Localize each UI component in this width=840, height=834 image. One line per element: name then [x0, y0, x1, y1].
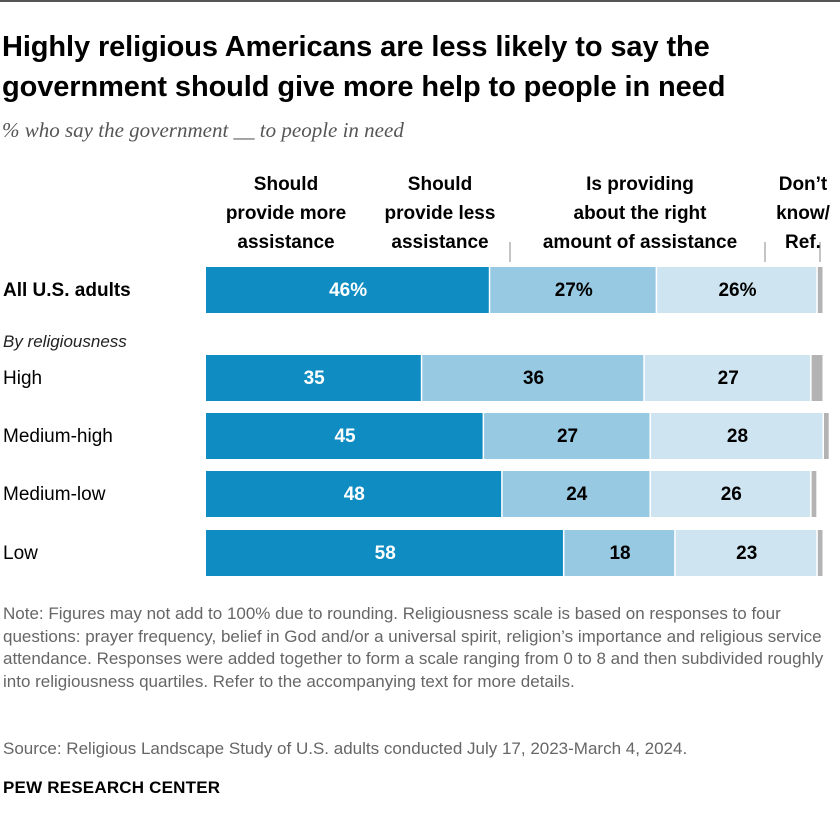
data-label-3-series-2: 27	[557, 426, 578, 447]
legend-label-4-line-1: Don’t	[779, 174, 828, 195]
data-label-5-series-2: 18	[609, 543, 630, 564]
legend-label-4-line-2: know/	[776, 203, 831, 224]
data-label-5-series-3: 23	[736, 543, 757, 564]
data-label-3-series-3: 28	[727, 426, 748, 447]
bar-1-series-1	[206, 267, 489, 313]
data-label-1-series-2: 27%	[555, 280, 593, 301]
data-label-4-series-1: 48	[344, 484, 365, 505]
stacked-bar-chart: Should provide more assistance Should provid…	[3, 174, 831, 576]
category-label-2: High	[3, 368, 42, 389]
legend-label-1-line-2: provide more	[226, 203, 346, 224]
bar-1-series-3	[657, 267, 817, 313]
data-label-2-series-2: 36	[523, 368, 544, 389]
bar-3-series-2	[484, 413, 650, 459]
data-label-4-series-3: 26	[721, 484, 742, 505]
legend-label-3-line-3: amount of assistance	[543, 232, 737, 253]
bar-2-series-2	[422, 355, 644, 401]
data-label-1-series-1: 46%	[329, 280, 367, 301]
bar-4-series-1	[206, 471, 502, 517]
chart-title: Highly religious Americans are less like…	[2, 31, 726, 103]
bar-5-series-3	[675, 530, 817, 576]
data-label-2-series-3: 27	[718, 368, 739, 389]
legend-label-2-line-2: provide less	[385, 203, 496, 224]
legend-label-3-line-2: about the right	[574, 203, 708, 224]
bar-5-series-2	[564, 530, 675, 576]
category-label-4: Medium-low	[3, 484, 106, 505]
bar-2-series-4	[811, 355, 823, 401]
bar-3-series-1	[206, 413, 483, 459]
chart-note: Note: Figures may not add to 100% due to…	[3, 604, 824, 691]
bar-5-series-1	[206, 530, 563, 576]
bar-4-series-2	[502, 471, 650, 517]
data-label-5-series-1: 58	[375, 543, 396, 564]
bar-1-series-4	[817, 267, 823, 313]
data-label-4-series-2: 24	[566, 484, 588, 505]
legend-label-3-line-1: Is providing	[586, 174, 694, 195]
category-label-3: Medium-high	[3, 426, 113, 447]
bar-2-series-1	[206, 355, 421, 401]
bar-3-series-3	[650, 413, 823, 459]
legend-label-1-line-1: Should	[254, 174, 318, 195]
category-label-5: Low	[3, 543, 38, 564]
legend-label-1-line-3: assistance	[237, 232, 334, 253]
data-label-3-series-1: 45	[334, 426, 356, 447]
category-label-1: All U.S. adults	[3, 280, 131, 301]
group-label-religiousness: By religiousness	[3, 332, 127, 351]
data-label-2-series-1: 35	[304, 368, 326, 389]
legend-label-2-line-1: Should	[408, 174, 472, 195]
chart-source: Source: Religious Landscape Study of U.S…	[3, 739, 688, 758]
chart-subtitle: % who say the government __ to people in…	[2, 118, 404, 142]
data-label-1-series-3: 26%	[718, 280, 756, 301]
bar-4-series-3	[650, 471, 811, 517]
legend-label-4-line-3: Ref.	[785, 232, 821, 253]
bar-1-series-2	[490, 267, 656, 313]
bar-5-series-4	[817, 530, 823, 576]
bar-3-series-4	[824, 413, 829, 459]
legend-label-2-line-3: assistance	[391, 232, 488, 253]
bar-2-series-3	[644, 355, 811, 401]
pew-logo-text: PEW RESEARCH CENTER	[3, 778, 221, 797]
bar-4-series-4	[811, 471, 817, 517]
top-rule	[0, 0, 840, 2]
